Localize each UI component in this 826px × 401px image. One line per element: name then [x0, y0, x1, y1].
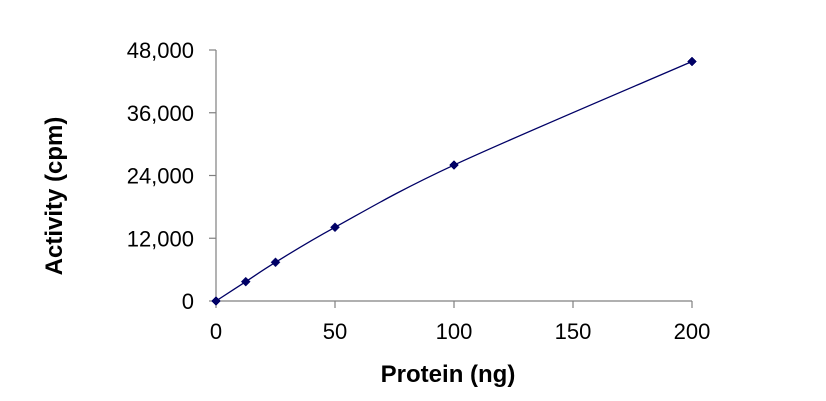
x-tick-label: 0: [210, 319, 222, 344]
data-point-marker: [240, 276, 251, 287]
y-tick-label: 12,000: [127, 226, 194, 251]
series-layer: [211, 56, 697, 306]
x-tick-label: 150: [555, 319, 592, 344]
series-trend-line: [215, 60, 693, 302]
y-tick-label: 48,000: [127, 38, 194, 63]
data-point-marker: [211, 296, 221, 306]
data-point-marker: [330, 222, 340, 233]
y-tick-label: 0: [182, 289, 194, 314]
labels-layer: 0 12,000 24,000 36,000 48,000 0 50 100 150 200: [127, 38, 711, 344]
data-point-marker: [270, 257, 281, 268]
data-point-marker: [449, 160, 459, 170]
x-tick-label: 50: [323, 319, 347, 344]
data-point-marker: [687, 56, 697, 67]
x-tick-label: 200: [674, 319, 711, 344]
axes-layer: [215, 50, 692, 302]
ticks-layer: [209, 49, 693, 308]
y-axis-title: Activity (cpm): [41, 117, 68, 276]
y-tick-label: 24,000: [127, 164, 194, 189]
y-tick-label: 36,000: [127, 101, 194, 126]
x-tick-label: 100: [436, 319, 473, 344]
x-axis-title: Protein (ng): [381, 361, 516, 388]
